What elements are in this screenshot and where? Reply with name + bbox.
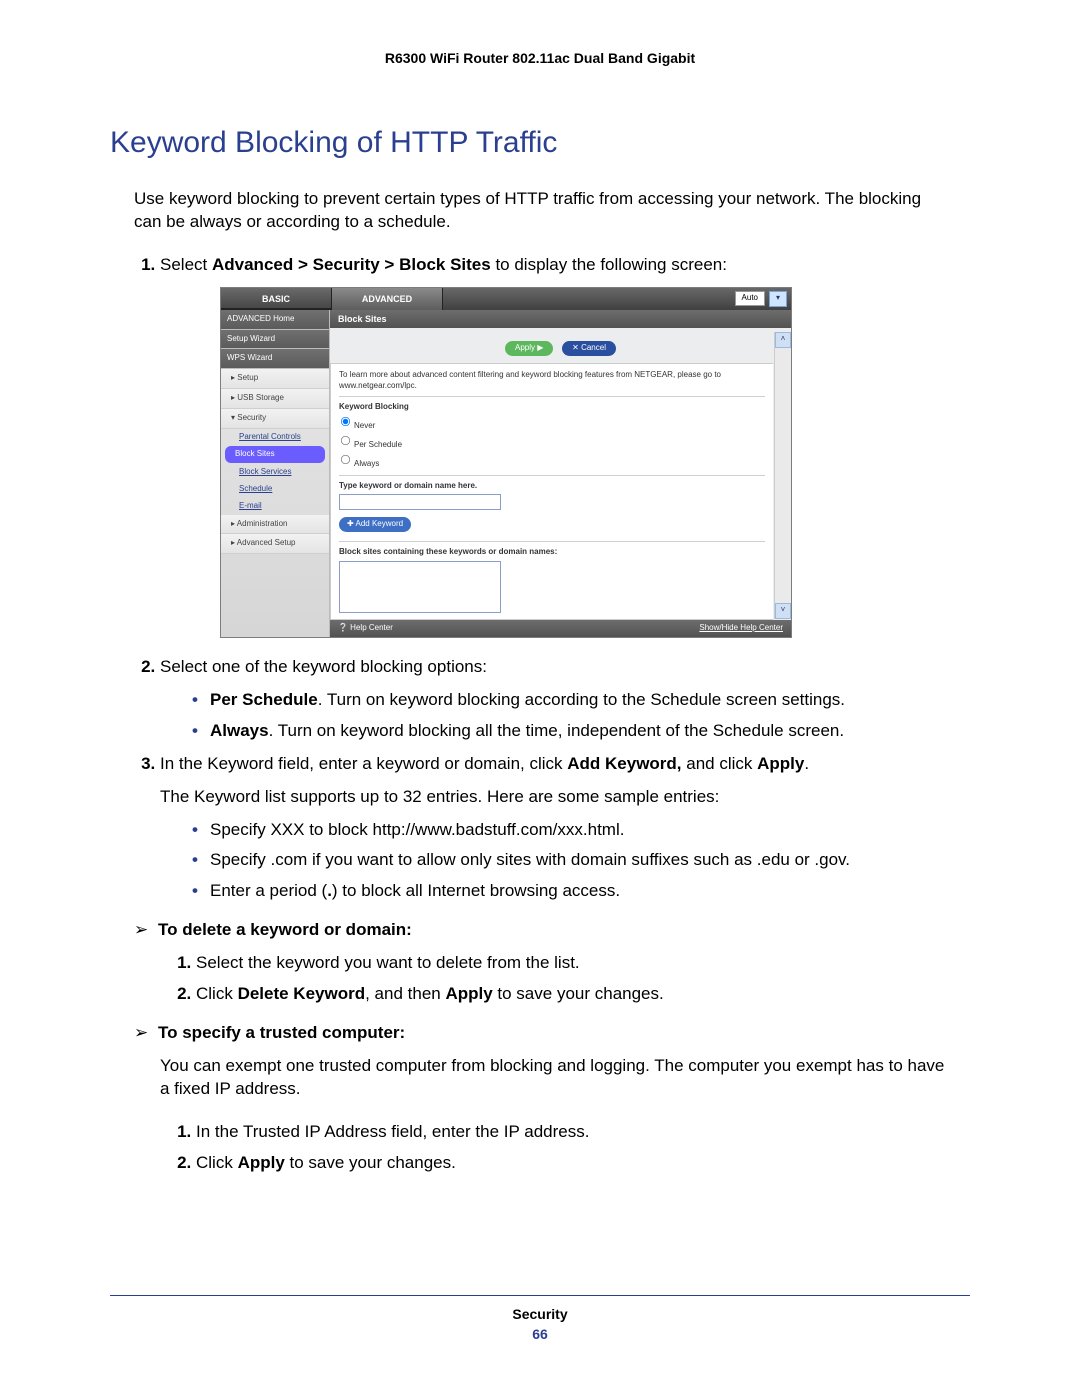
sample-com: Specify .com if you want to allow only s… [192,849,946,872]
refresh-dropdown[interactable]: ▾ [769,291,787,307]
tr2-c: to save your changes. [285,1153,456,1172]
step1-text-a: Select [160,255,212,274]
scroll-down-icon[interactable]: ˅ [775,603,791,619]
sidebar-security[interactable]: ▾ Security [221,409,329,429]
opt1-name: Per Schedule [210,690,318,709]
radio-always[interactable] [341,455,350,464]
router-screenshot: BASIC ADVANCED Auto ▾ ADVANCED Home Setu… [220,287,792,638]
heading-trusted-computer: To specify a trusted computer: [134,1022,946,1045]
sidebar-usb[interactable]: ▸ USB Storage [221,389,329,409]
step3-d: Apply [757,754,804,773]
step2-text: Select one of the keyword blocking optio… [160,657,487,676]
keyword-input[interactable] [339,494,501,510]
opt1-desc: . Turn on keyword blocking according to … [318,690,845,709]
show-hide-help[interactable]: Show/Hide Help Center [699,623,783,634]
scrollbar-track[interactable] [774,332,791,619]
sidebar-block-services[interactable]: Block Services [221,464,329,481]
help-center-button[interactable]: ❔ Help Center [338,623,393,634]
step-3: In the Keyword field, enter a keyword or… [160,753,946,904]
option-always: Always. Turn on keyword blocking all the… [192,720,946,743]
sidebar-parental[interactable]: Parental Controls [221,429,329,446]
doc-header: R6300 WiFi Router 802.11ac Dual Band Gig… [110,50,970,66]
tab-basic[interactable]: BASIC [221,288,332,310]
sidebar-block-sites[interactable]: Block Sites [225,446,325,463]
sidebar: ADVANCED Home Setup Wizard WPS Wizard ▸ … [221,310,329,637]
delete-step-2: Click Delete Keyword, and then Apply to … [196,983,946,1006]
sidebar-schedule[interactable]: Schedule [221,481,329,498]
cancel-button[interactable]: ✕ Cancel [562,341,616,356]
s3b3-a: Enter a period ( [210,881,327,900]
radio-always-label: Always [354,459,379,468]
step3-a: In the Keyword field, enter a keyword or… [160,754,567,773]
tr2-a: Click [196,1153,238,1172]
sidebar-setup[interactable]: ▸ Setup [221,369,329,389]
footer-rule [110,1295,970,1296]
learn-more-text: To learn more about advanced content fil… [339,370,765,392]
del2-b: Delete Keyword [238,984,366,1003]
step1-text-c: to display the following screen: [491,255,727,274]
keyword-list[interactable] [339,561,501,613]
opt2-desc: . Turn on keyword blocking all the time,… [269,721,845,740]
sample-period: Enter a period (.) to block all Internet… [192,880,946,903]
auto-label: Auto [735,291,765,306]
step3-c: and click [682,754,758,773]
del2-c: , and then [365,984,445,1003]
step3-b: Add Keyword, [567,754,681,773]
step1-path: Advanced > Security > Block Sites [212,255,491,274]
sidebar-wps-wizard[interactable]: WPS Wizard [221,349,329,369]
scroll-up-icon[interactable]: ˄ [775,332,791,348]
sidebar-email[interactable]: E-mail [221,498,329,515]
sidebar-setup-wizard[interactable]: Setup Wizard [221,330,329,350]
block-list-label: Block sites containing these keywords or… [339,547,765,558]
apply-button[interactable]: Apply ▶ [505,341,553,356]
radio-per-schedule[interactable] [341,436,350,445]
del2-e: to save your changes. [493,984,664,1003]
trusted-step-1: In the Trusted IP Address field, enter t… [196,1121,946,1144]
sample-xxx: Specify XXX to block http://www.badstuff… [192,819,946,842]
type-keyword-label: Type keyword or domain name here. [339,481,765,492]
sidebar-adv-setup[interactable]: ▸ Advanced Setup [221,534,329,554]
footer-section: Security [110,1306,970,1322]
tr2-b: Apply [238,1153,285,1172]
del2-a: Click [196,984,238,1003]
sidebar-admin[interactable]: ▸ Administration [221,515,329,535]
panel-title: Block Sites [330,310,791,328]
s3b3-c: ) to block all Internet browsing access. [332,881,620,900]
radio-per-schedule-label: Per Schedule [354,440,402,449]
step3-para: The Keyword list supports up to 32 entri… [160,786,946,809]
radio-never[interactable] [341,417,350,426]
heading-delete-keyword: To delete a keyword or domain: [134,919,946,942]
radio-never-label: Never [354,421,375,430]
trusted-step-2: Click Apply to save your changes. [196,1152,946,1175]
page-title: Keyword Blocking of HTTP Traffic [110,126,970,160]
tab-advanced[interactable]: ADVANCED [332,288,443,310]
opt2-name: Always [210,721,269,740]
option-per-schedule: Per Schedule. Turn on keyword blocking a… [192,689,946,712]
delete-step-1: Select the keyword you want to delete fr… [196,952,946,975]
del2-d: Apply [445,984,492,1003]
sidebar-advanced-home[interactable]: ADVANCED Home [221,310,329,330]
footer-page-number: 66 [110,1326,970,1342]
trusted-paragraph: You can exempt one trusted computer from… [160,1055,946,1101]
intro-paragraph: Use keyword blocking to prevent certain … [134,188,946,234]
keyword-blocking-heading: Keyword Blocking [339,402,765,413]
step-1: Select Advanced > Security > Block Sites… [160,254,946,638]
step3-e: . [804,754,809,773]
add-keyword-button[interactable]: ✚ Add Keyword [339,517,411,532]
step-2: Select one of the keyword blocking optio… [160,656,946,743]
